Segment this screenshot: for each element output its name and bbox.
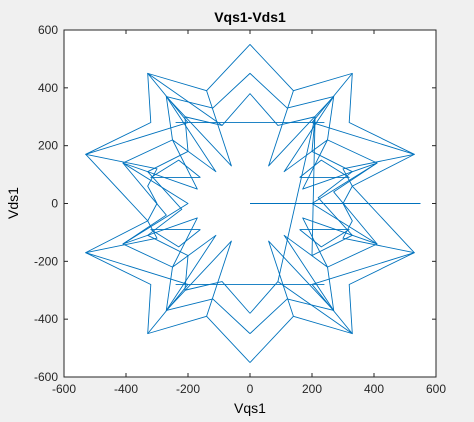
y-tick-label: 400 [38, 81, 58, 95]
x-axis-label: Vqs1 [234, 400, 266, 416]
series-line-6 [268, 90, 378, 317]
y-tick-label: -400 [34, 312, 58, 326]
series-line-7 [85, 72, 223, 334]
series-line-14 [299, 229, 350, 248]
x-tick-label: -400 [114, 382, 138, 396]
series-line-5 [122, 90, 232, 317]
x-tick-label: 200 [302, 382, 322, 396]
series-line-3 [122, 72, 378, 334]
series-line-8 [277, 73, 415, 335]
chart-title: Vqs1-Vds1 [214, 9, 286, 25]
y-tick-label: -200 [34, 254, 58, 268]
x-axis-ticks: -600 -400 -200 0 200 400 600 [52, 30, 446, 396]
x-tick-label: 0 [247, 382, 254, 396]
series-line-12 [299, 159, 350, 178]
y-tick-label: -600 [34, 370, 58, 384]
series-line-13 [150, 159, 201, 178]
y-tick-label: 200 [38, 139, 58, 153]
series-line-11 [150, 229, 201, 248]
y-tick-label: 0 [51, 197, 58, 211]
x-tick-label: -600 [52, 382, 76, 396]
series-layer [85, 44, 421, 363]
series-line-4 [147, 93, 353, 314]
x-tick-label: -200 [176, 382, 200, 396]
x-tick-label: 400 [364, 382, 384, 396]
y-axis-label: Vds1 [5, 187, 21, 219]
y-tick-label: 600 [38, 23, 58, 37]
x-tick-label: 600 [426, 382, 446, 396]
y-axis-ticks: -600 -400 -200 0 200 400 600 [34, 23, 436, 384]
series-line-2 [85, 44, 415, 363]
